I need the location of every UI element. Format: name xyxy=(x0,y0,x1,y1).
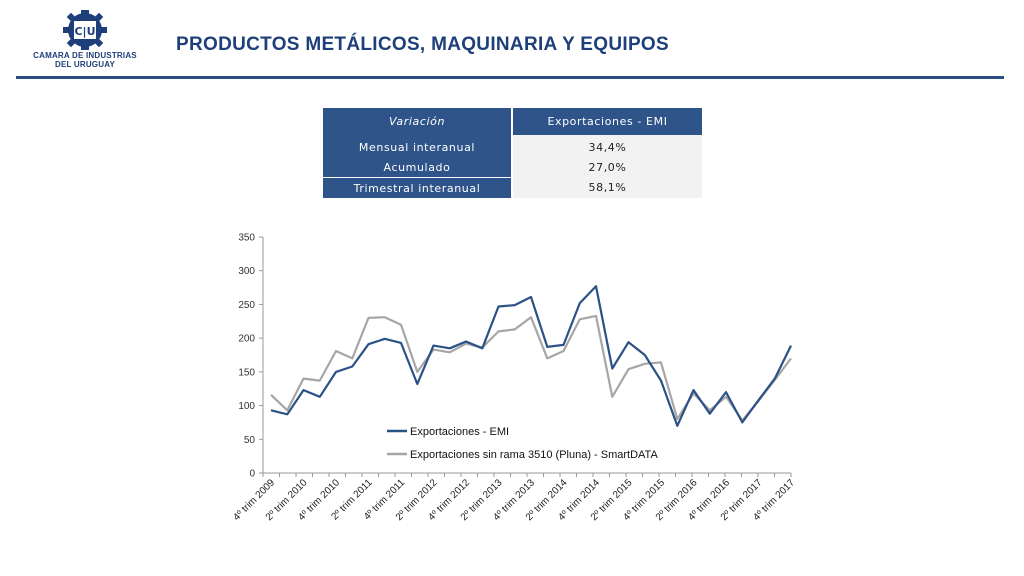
y-tick-label: 100 xyxy=(238,401,255,412)
logo-gear-icon: C|U xyxy=(63,10,107,50)
logo-line1: CAMARA DE INDUSTRIAS xyxy=(33,51,137,60)
row-value-trimestral: 58,1% xyxy=(512,177,702,198)
table-header-row: Variación Exportaciones - EMI xyxy=(323,108,702,135)
y-tick-label: 150 xyxy=(238,367,255,378)
table-row: Mensual interanual 34,4% xyxy=(323,135,702,157)
series-line-0 xyxy=(270,285,792,427)
row-label-mensual: Mensual interanual xyxy=(323,135,513,157)
y-tick-label: 250 xyxy=(238,300,255,311)
y-tick-label: 300 xyxy=(238,266,255,277)
y-tick-label: 0 xyxy=(249,469,255,480)
y-tick-label: 350 xyxy=(238,233,255,244)
row-value-acumulado: 27,0% xyxy=(512,157,702,178)
y-tick-label: 50 xyxy=(244,435,256,446)
logo-line2: DEL URUGUAY xyxy=(55,60,115,69)
header-divider xyxy=(16,76,1004,79)
table-header-variacion: Variación xyxy=(323,108,513,135)
row-value-mensual: 34,4% xyxy=(512,135,702,157)
page-title: PRODUCTOS METÁLICOS, MAQUINARIA Y EQUIPO… xyxy=(176,34,669,55)
legend-label-1: Exportaciones sin rama 3510 (Pluna) - Sm… xyxy=(410,449,658,461)
legend-label-0: Exportaciones - EMI xyxy=(410,426,509,438)
table-row: Trimestral interanual 58,1% xyxy=(323,177,702,198)
table-header-exportaciones: Exportaciones - EMI xyxy=(512,108,702,135)
variation-summary-table: Variación Exportaciones - EMI Mensual in… xyxy=(323,108,702,198)
y-tick-label: 200 xyxy=(238,334,255,345)
table-row: Acumulado 27,0% xyxy=(323,157,702,178)
logo-mark-text: C|U xyxy=(74,25,95,38)
row-label-acumulado: Acumulado xyxy=(323,157,513,178)
chamber-logo: C|U CAMARA DE INDUSTRIAS DEL URUGUAY xyxy=(24,10,146,72)
row-label-trimestral: Trimestral interanual xyxy=(323,177,513,198)
